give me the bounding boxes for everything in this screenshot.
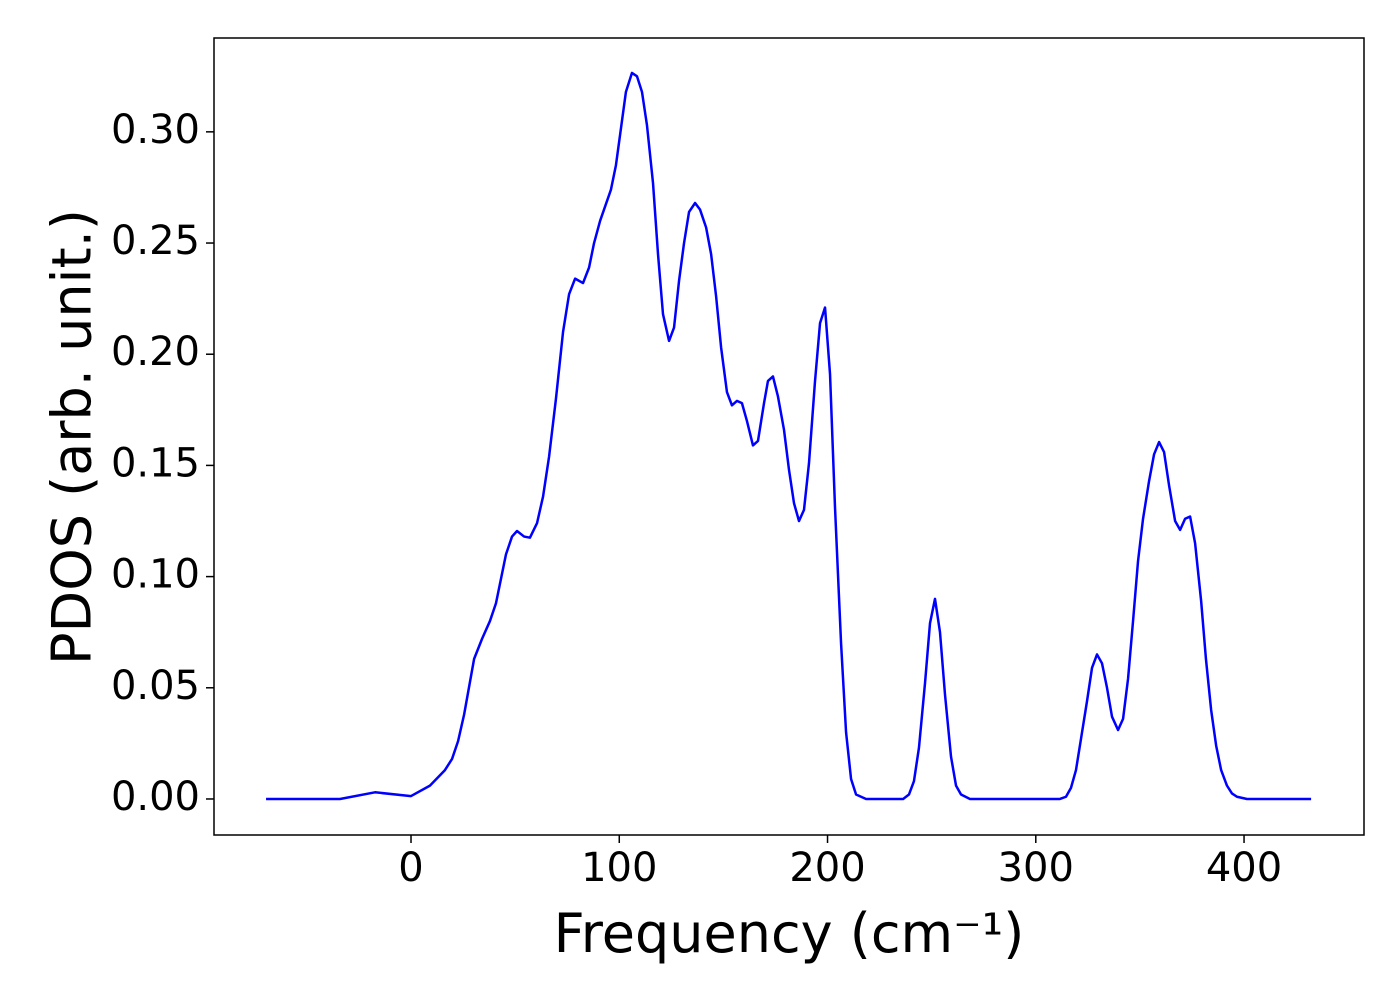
x-tick-label: 0	[398, 845, 423, 891]
data-line	[266, 71, 1312, 801]
y-axis-label: PDOS (arb. unit.)	[41, 209, 104, 665]
plot-frame	[213, 37, 1365, 836]
y-tick-label: 0.15	[111, 440, 200, 486]
y-tick-label: 0.05	[111, 663, 200, 709]
y-tick-label: 0.30	[111, 107, 200, 153]
x-tick-label: 400	[1206, 845, 1282, 891]
y-tick-label: 0.10	[111, 552, 200, 598]
x-tick-label: 300	[998, 845, 1074, 891]
x-tick-label: 200	[789, 845, 865, 891]
x-tick-label: 100	[581, 845, 657, 891]
y-tick-label: 0.00	[111, 774, 200, 820]
y-tick-label: 0.20	[111, 329, 200, 375]
x-axis-label: Frequency (cm⁻¹)	[554, 902, 1025, 965]
y-tick-label: 0.25	[111, 218, 200, 264]
